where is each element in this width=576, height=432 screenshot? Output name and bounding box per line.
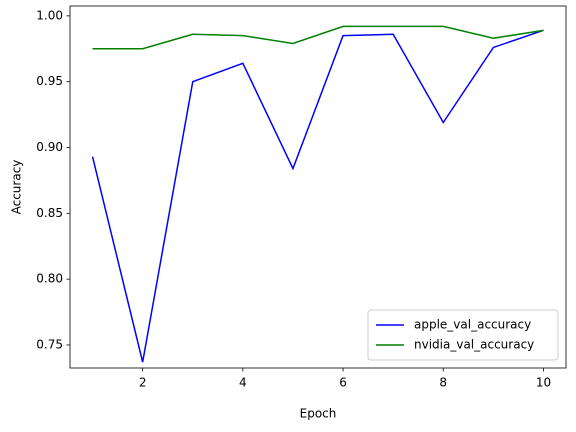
x-tick-label: 2: [139, 376, 147, 390]
y-tick-label: 0.80: [36, 272, 63, 286]
axes-frame: [69, 5, 567, 369]
x-tick-label: 6: [339, 376, 347, 390]
line-series: [91, 29, 544, 363]
y-tick-label: 0.90: [36, 140, 63, 154]
legend-label: nvidia_val_accuracy: [414, 338, 534, 352]
x-tick-label: 8: [439, 376, 447, 390]
y-axis-label: Accuracy: [10, 160, 24, 215]
x-axis-label: Epoch: [300, 407, 337, 421]
y-tick-label: 0.75: [36, 337, 63, 351]
legend-box: [367, 309, 559, 361]
y-tick-label: 0.95: [36, 74, 63, 88]
x-tick-label: 4: [239, 376, 247, 390]
line-series: [92, 25, 544, 50]
y-tick-label: 1.00: [36, 8, 63, 22]
legend-label: apple_val_accuracy: [414, 318, 531, 332]
x-tick-label: 10: [536, 376, 551, 390]
y-tick-label: 0.85: [36, 206, 63, 220]
